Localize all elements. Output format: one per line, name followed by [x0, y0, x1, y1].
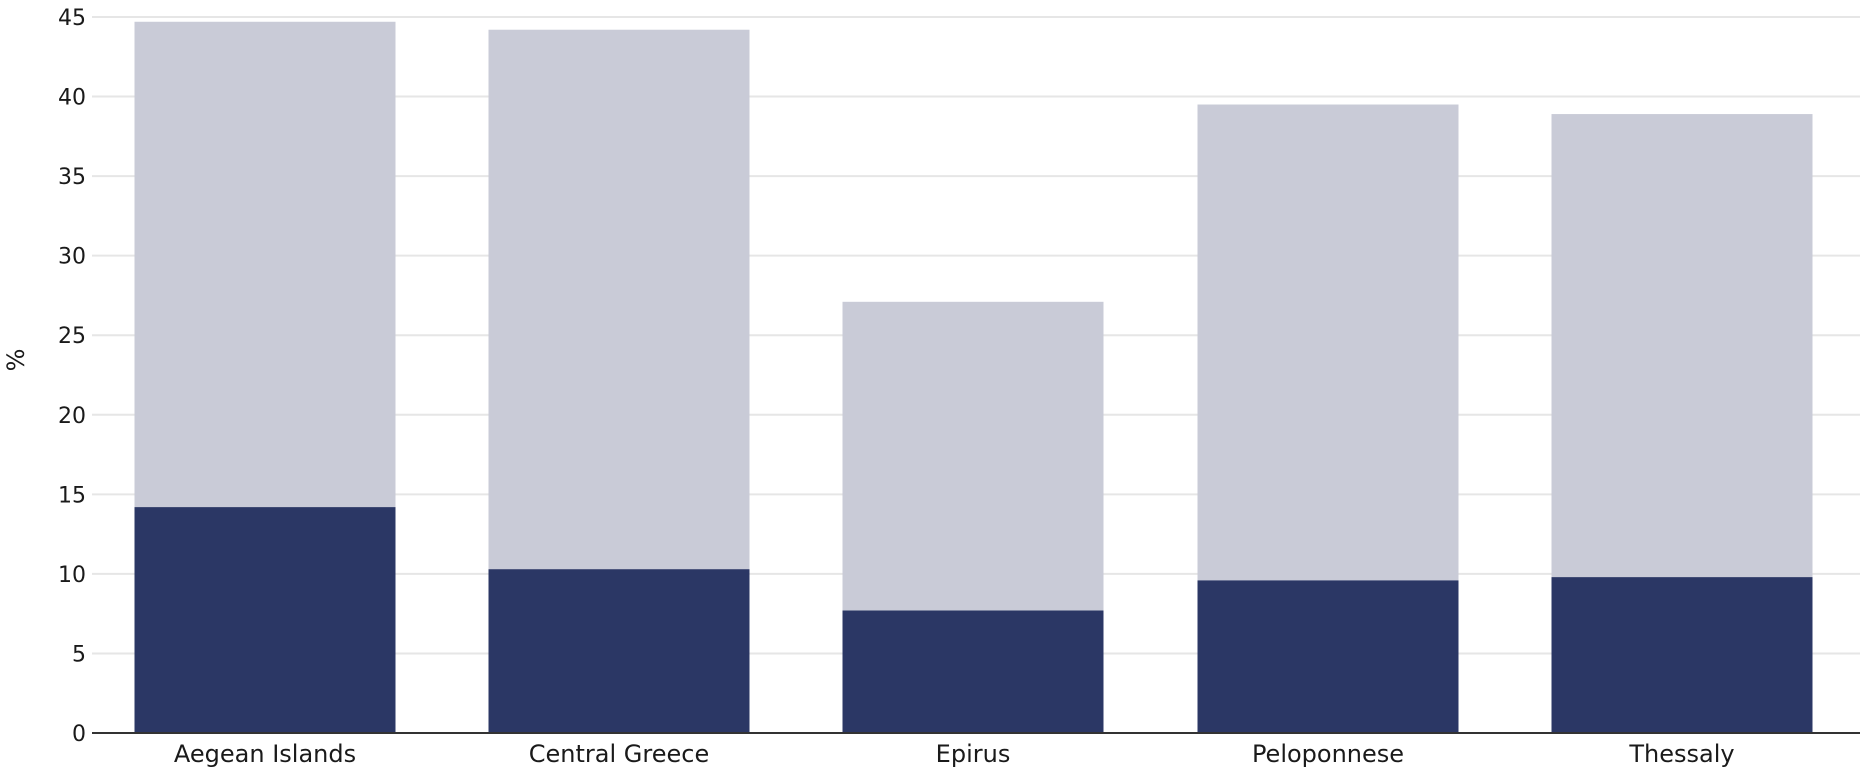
bar-segment-upper [1197, 104, 1459, 581]
bar-segment-lower [134, 507, 396, 733]
x-category-label: Epirus [936, 740, 1011, 767]
bars [134, 21, 1813, 733]
bar-segment-lower [488, 569, 750, 733]
bar-segment-upper [842, 301, 1104, 611]
bar-segment-upper [134, 21, 396, 508]
x-category-label: Central Greece [529, 740, 709, 767]
y-axis-title: % [2, 349, 30, 372]
bar-segment-upper [1551, 114, 1813, 578]
y-tick-label: 20 [58, 404, 86, 429]
bar-segment-lower [842, 610, 1104, 733]
x-category-label: Aegean Islands [174, 740, 356, 767]
bar-segment-upper [488, 29, 750, 570]
y-tick-label: 45 [58, 6, 86, 31]
y-tick-label: 25 [58, 324, 86, 349]
y-tick-label: 5 [72, 642, 86, 667]
y-tick-label: 0 [72, 722, 86, 747]
y-tick-label: 35 [58, 165, 86, 190]
x-category-label: Thessaly [1628, 740, 1734, 767]
x-category-label: Peloponnese [1252, 740, 1404, 767]
y-tick-label: 15 [58, 483, 86, 508]
axes: % 0 5 10 15 20 25 30 35 40 45 Aegean Islands Centra… [2, 6, 1860, 768]
y-tick-label: 10 [58, 563, 86, 588]
bar-segment-lower [1551, 577, 1813, 733]
y-tick-label: 40 [58, 86, 86, 111]
bar-segment-lower [1197, 580, 1459, 733]
y-tick-label: 30 [58, 245, 86, 270]
